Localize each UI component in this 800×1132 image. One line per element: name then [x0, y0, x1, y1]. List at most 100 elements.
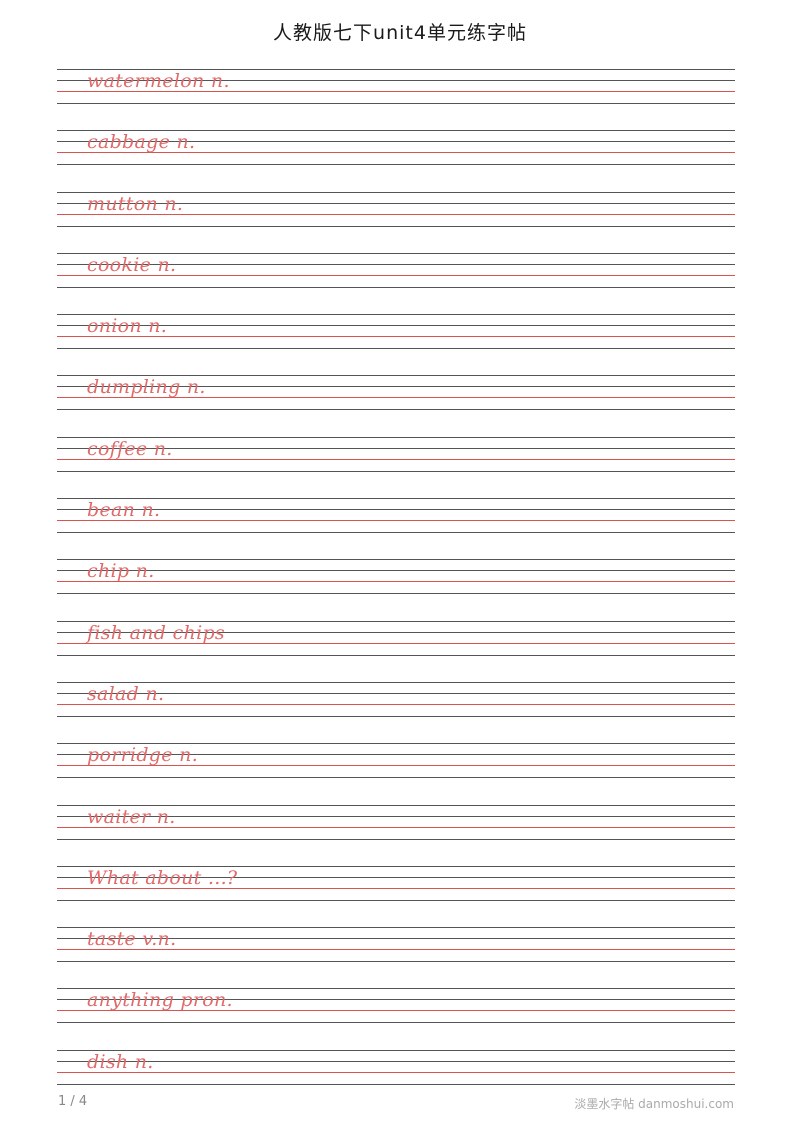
guide-line-middle — [57, 80, 735, 81]
baseline-red — [57, 1010, 735, 1012]
guide-line-top — [57, 375, 735, 377]
practice-row: mutton n. — [57, 191, 735, 252]
baseline-red — [57, 397, 735, 399]
baseline-red — [57, 274, 735, 276]
page-number: 1 / 4 — [58, 1094, 88, 1109]
guide-line-top — [57, 69, 735, 70]
guide-line-top — [57, 191, 735, 193]
guide-line-bottom — [57, 348, 735, 350]
guide-line-middle — [57, 815, 735, 817]
guide-line-bottom — [57, 470, 735, 472]
practice-row: taste v.n. — [57, 926, 735, 987]
trace-word: taste v.n. — [87, 928, 177, 951]
practice-row: chip n. — [57, 558, 735, 619]
baseline-red — [57, 581, 735, 583]
guide-line-middle — [57, 263, 735, 265]
guide-line-middle — [57, 938, 735, 940]
trace-word: onion n. — [87, 315, 168, 338]
guide-line-middle — [57, 999, 735, 1001]
guide-line-middle — [57, 141, 735, 143]
guide-line-top — [57, 681, 735, 683]
guide-line-top — [57, 927, 735, 929]
guide-line-top — [57, 1049, 735, 1051]
guide-line-middle — [57, 692, 735, 694]
guide-line-top — [57, 743, 735, 745]
guide-line-middle — [57, 202, 735, 204]
trace-word: What about ...? — [87, 866, 238, 889]
guide-line-top — [57, 252, 735, 254]
guide-line-bottom — [57, 532, 735, 534]
guide-line-bottom — [57, 593, 735, 595]
guide-line-bottom — [57, 286, 735, 288]
baseline-red — [57, 642, 735, 644]
guide-line-top — [57, 559, 735, 561]
guide-line-bottom — [57, 103, 735, 104]
guide-line-top — [57, 620, 735, 622]
guide-line-top — [57, 436, 735, 438]
guide-line-middle — [57, 386, 735, 388]
practice-row: coffee n. — [57, 436, 735, 497]
guide-line-bottom — [57, 164, 735, 166]
baseline-red — [57, 91, 735, 92]
guide-line-middle — [57, 1060, 735, 1062]
guide-line-top — [57, 988, 735, 990]
practice-row: salad n. — [57, 681, 735, 742]
guide-line-bottom — [57, 838, 735, 840]
trace-word: fish and chips — [87, 621, 225, 644]
guide-line-bottom — [57, 409, 735, 411]
baseline-red — [57, 703, 735, 705]
trace-word: dumpling n. — [87, 376, 206, 399]
baseline-red — [57, 887, 735, 889]
trace-word: porridge n. — [87, 744, 199, 767]
practice-row: fish and chips — [57, 620, 735, 681]
baseline-red — [57, 949, 735, 951]
trace-word: watermelon n. — [87, 70, 230, 92]
trace-word: mutton n. — [87, 192, 184, 215]
baseline-red — [57, 1071, 735, 1073]
baseline-red — [57, 336, 735, 338]
guide-line-bottom — [57, 1022, 735, 1024]
guide-line-bottom — [57, 654, 735, 656]
guide-line-bottom — [57, 1083, 735, 1085]
practice-row: cookie n. — [57, 252, 735, 313]
guide-line-top — [57, 130, 735, 132]
practice-row: porridge n. — [57, 742, 735, 803]
practice-row: cabbage n. — [57, 129, 735, 190]
guide-line-middle — [57, 325, 735, 327]
guide-line-middle — [57, 570, 735, 572]
guide-line-bottom — [57, 715, 735, 717]
practice-row: dumpling n. — [57, 374, 735, 435]
guide-line-middle — [57, 447, 735, 449]
practice-row: dish n. — [57, 1049, 735, 1110]
guide-line-middle — [57, 631, 735, 633]
trace-word: coffee n. — [87, 437, 173, 460]
guide-line-top — [57, 804, 735, 806]
guide-line-bottom — [57, 961, 735, 963]
guide-line-middle — [57, 754, 735, 756]
baseline-red — [57, 765, 735, 767]
practice-row: What about ...? — [57, 865, 735, 926]
trace-word: dish n. — [87, 1050, 154, 1073]
trace-word: anything pron. — [87, 989, 233, 1012]
guide-line-top — [57, 865, 735, 867]
practice-row: onion n. — [57, 313, 735, 374]
guide-line-top — [57, 498, 735, 500]
baseline-red — [57, 826, 735, 828]
practice-row: watermelon n. — [57, 68, 735, 129]
brand-watermark: 淡墨水字帖 danmoshui.com — [574, 1097, 734, 1111]
practice-rows: watermelon n. cabbage n. mutton n. cooki… — [57, 68, 735, 1110]
baseline-red — [57, 213, 735, 215]
practice-row: waiter n. — [57, 804, 735, 865]
trace-word: cabbage n. — [87, 131, 196, 154]
guide-line-middle — [57, 509, 735, 511]
guide-line-middle — [57, 876, 735, 878]
guide-line-bottom — [57, 899, 735, 901]
trace-word: salad n. — [87, 682, 165, 705]
guide-line-top — [57, 314, 735, 316]
trace-word: cookie n. — [87, 253, 177, 276]
baseline-red — [57, 520, 735, 522]
trace-word: bean n. — [87, 499, 161, 522]
page-title: 人教版七下unit4单元练字帖 — [273, 22, 527, 44]
trace-word: waiter n. — [87, 805, 176, 828]
guide-line-bottom — [57, 225, 735, 227]
